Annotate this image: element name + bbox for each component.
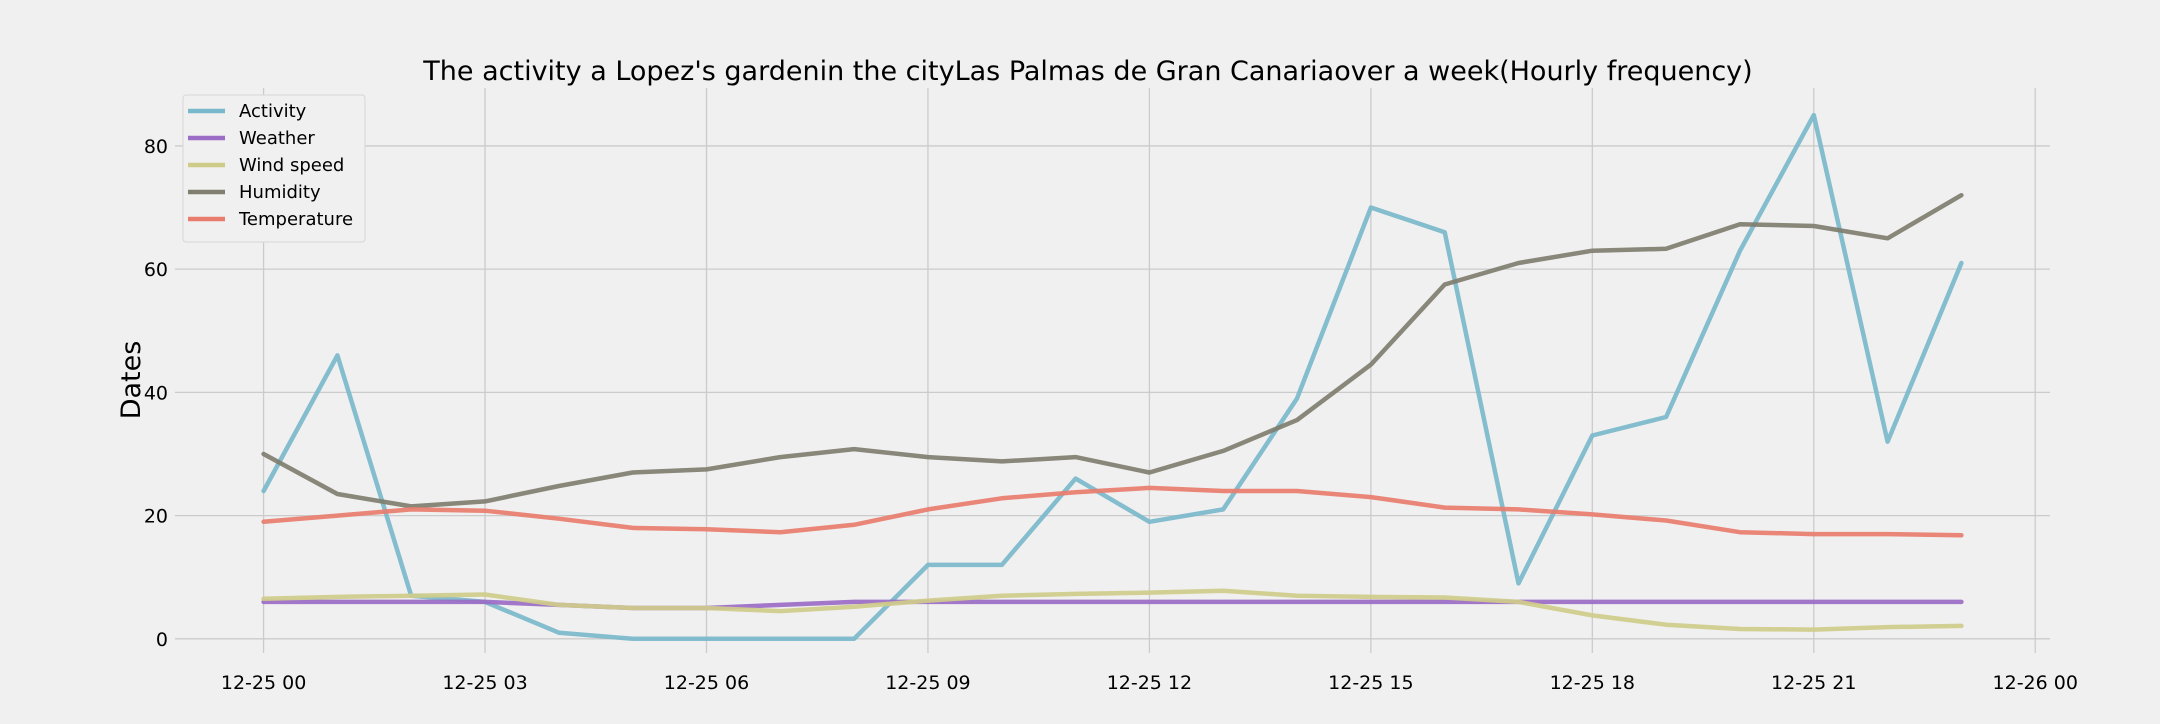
- tick-labels: 12-25 00 12-25 03 12-25 06 12-25 09 12-25 12…: [144, 136, 2078, 694]
- y-tick-label: 40: [144, 382, 168, 404]
- y-axis-label: Dates: [116, 341, 147, 420]
- x-tick-label: 12-25 03: [442, 672, 527, 694]
- legend-label: Humidity: [239, 182, 321, 203]
- x-tick-label: 12-25 18: [1550, 672, 1635, 694]
- series-lines: [261, 112, 1964, 642]
- series-line-wind-speed: [261, 588, 1964, 632]
- chart-title: The activity a Lopez's gardenin the city…: [422, 56, 1752, 87]
- series-line-activity: [261, 112, 1964, 642]
- legend: Activity Weather Wind speed Humidity Tempera…: [182, 94, 366, 243]
- legend-label: Activity: [239, 101, 307, 122]
- x-tick-label: 12-25 06: [664, 672, 749, 694]
- legend-label: Weather: [239, 128, 315, 149]
- y-tick-label: 60: [144, 259, 168, 281]
- series-line-humidity: [261, 192, 1964, 509]
- legend-label: Wind speed: [239, 155, 344, 176]
- legend-box: [182, 94, 366, 243]
- series-line-temperature: [261, 485, 1964, 538]
- grid: [175, 88, 2050, 653]
- series-line-weather: [261, 599, 1964, 611]
- x-tick-label: 12-25 09: [885, 672, 970, 694]
- x-tick-label: 12-25 12: [1107, 672, 1192, 694]
- x-tick-label: 12-26 00: [1993, 672, 2078, 694]
- x-tick-label: 12-25 21: [1771, 672, 1856, 694]
- x-tick-label: 12-25 00: [221, 672, 306, 694]
- legend-label: Temperature: [238, 209, 353, 230]
- y-tick-label: 20: [144, 506, 168, 528]
- y-tick-label: 0: [156, 629, 168, 651]
- x-tick-label: 12-25 15: [1328, 672, 1413, 694]
- y-tick-label: 80: [144, 136, 168, 158]
